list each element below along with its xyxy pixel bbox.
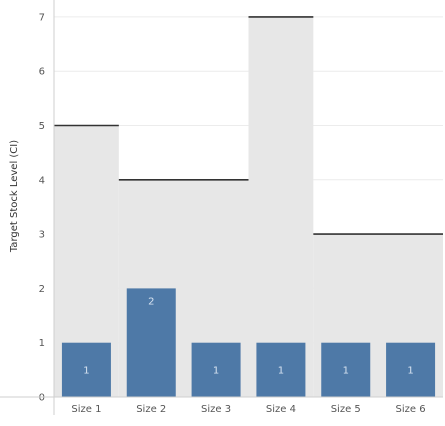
x-tick-label: Size 1 (71, 404, 101, 415)
bar (126, 288, 176, 397)
bar (61, 342, 111, 397)
bar (386, 342, 436, 397)
y-tick-label: 6 (39, 67, 45, 78)
x-tick-label: Size 2 (136, 404, 166, 415)
bar-data-label: 1 (83, 365, 89, 376)
bar-data-label: 1 (278, 365, 284, 376)
target-stock-area (248, 16, 314, 398)
y-tick-label: 0 (39, 393, 45, 404)
y-tick-label: 4 (39, 175, 45, 186)
bar-data-label: 1 (407, 365, 413, 376)
x-tick-label: Size 4 (266, 404, 296, 415)
y-axis-title: Target Stock Level (CI) (9, 140, 20, 253)
bar-data-label: 1 (343, 365, 349, 376)
target-area-layer (54, 16, 443, 398)
y-tick-label: 5 (39, 121, 45, 132)
y-tick-label: 1 (39, 338, 45, 349)
bar (191, 342, 241, 397)
y-tick-label: 2 (39, 284, 45, 295)
x-tick-label: Size 5 (331, 404, 361, 415)
bar (256, 342, 306, 397)
bar-data-label: 2 (148, 296, 154, 307)
x-tick-label: Size 3 (201, 404, 231, 415)
y-tick-label: 7 (39, 12, 45, 23)
x-tick-label: Size 6 (396, 404, 426, 415)
axis-layer: 0 1 2 3 4 5 6 7 Size 1 Size 2 Size 3 Size 4 Size 5 Si… (0, 0, 443, 415)
y-tick-label: 3 (39, 230, 45, 241)
bar-layer: 1 2 1 1 1 1 (61, 288, 436, 397)
target-line-layer (54, 16, 443, 235)
bar-data-label: 1 (213, 365, 219, 376)
bar (321, 342, 371, 397)
